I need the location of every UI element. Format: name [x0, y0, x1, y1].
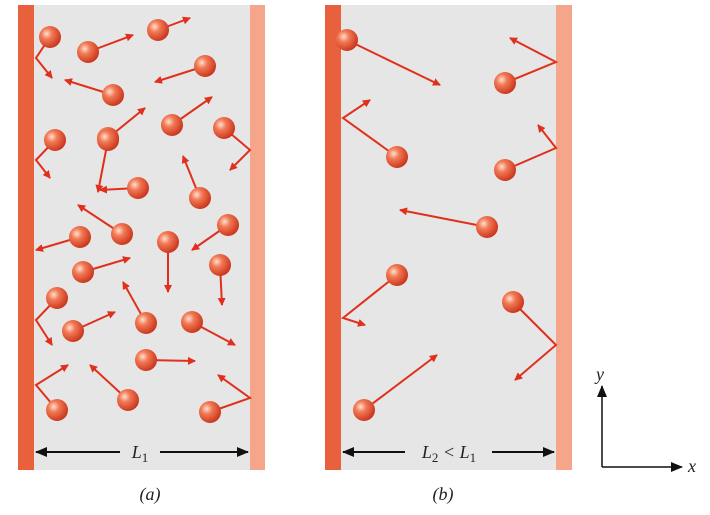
molecule — [494, 72, 516, 94]
left-wall-a — [18, 5, 34, 470]
molecule — [189, 187, 211, 209]
molecule — [72, 261, 94, 283]
label-text: L — [421, 442, 432, 462]
molecule — [77, 41, 99, 63]
molecule — [353, 399, 375, 421]
molecule — [39, 26, 61, 48]
molecule — [117, 389, 139, 411]
molecule — [161, 114, 183, 136]
molecule — [46, 399, 68, 421]
subscript: 1 — [470, 450, 477, 465]
molecule — [147, 19, 169, 41]
label-text: < L — [438, 442, 469, 462]
molecule — [336, 29, 358, 51]
molecule — [62, 320, 84, 342]
molecule — [181, 311, 203, 333]
molecule — [111, 223, 133, 245]
right-wall-a — [250, 5, 265, 470]
container-a — [34, 5, 250, 470]
molecule — [199, 401, 221, 423]
molecule — [386, 264, 408, 286]
left-wall-b — [325, 5, 341, 470]
molecule — [97, 129, 119, 151]
molecule — [213, 117, 235, 139]
molecule — [102, 84, 124, 106]
axis-label: y — [594, 364, 604, 384]
dimension-label: L2 < L1 — [421, 442, 476, 465]
caption: (a) — [140, 484, 161, 505]
subscript: 1 — [142, 450, 149, 465]
molecule — [217, 214, 239, 236]
molecule — [69, 226, 91, 248]
molecule — [46, 287, 68, 309]
label-text: L — [131, 442, 142, 462]
molecule — [476, 216, 498, 238]
molecule — [502, 291, 524, 313]
molecule — [44, 129, 66, 151]
molecule — [135, 349, 157, 371]
molecule — [194, 55, 216, 77]
figure: L1 L2 < L1 (a) (b) y x — [0, 0, 710, 510]
molecule — [386, 146, 408, 168]
molecule — [135, 312, 157, 334]
molecule — [127, 177, 149, 199]
right-wall-b — [556, 5, 572, 470]
molecule — [157, 231, 179, 253]
axis-label: x — [687, 456, 696, 476]
caption: (b) — [433, 484, 454, 505]
molecule — [494, 159, 516, 181]
molecule — [209, 254, 231, 276]
